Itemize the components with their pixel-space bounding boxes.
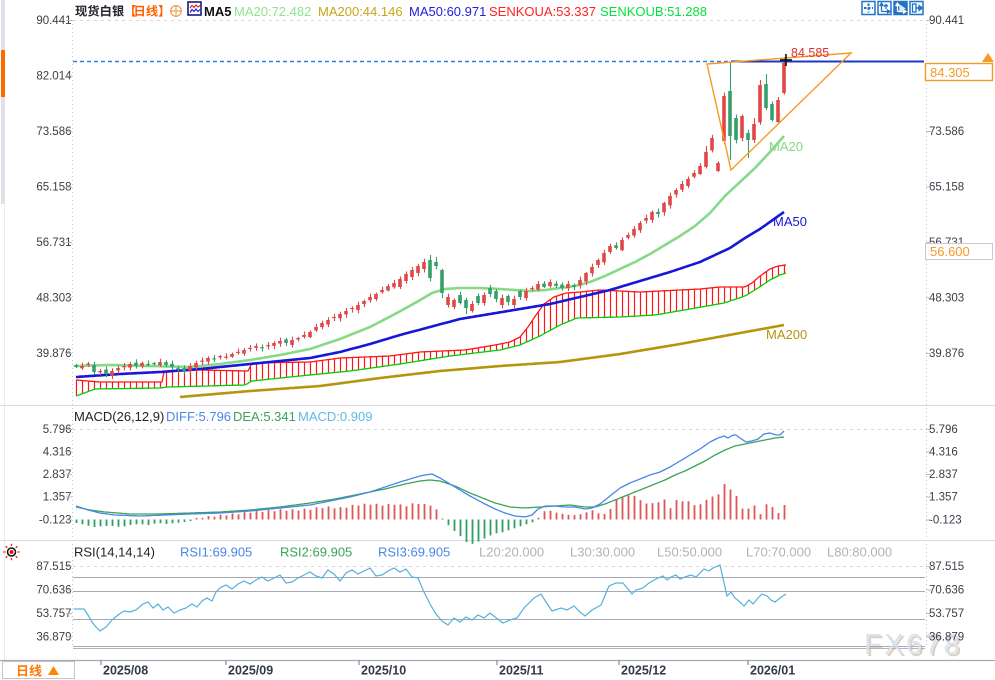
svg-text:56.600: 56.600: [930, 244, 970, 259]
svg-text:70.636: 70.636: [929, 585, 964, 597]
svg-text:84.585: 84.585: [791, 46, 829, 60]
svg-text:L70:70.000: L70:70.000: [746, 545, 811, 560]
svg-text:2025/08: 2025/08: [103, 664, 148, 678]
svg-text:FX678: FX678: [864, 629, 962, 661]
svg-text:MA20: MA20: [769, 139, 803, 154]
svg-text:82.014: 82.014: [36, 71, 72, 83]
svg-text:2025/12: 2025/12: [621, 664, 666, 678]
svg-text:53.757: 53.757: [36, 608, 71, 620]
svg-text:90.441: 90.441: [929, 15, 964, 27]
svg-text:SENKOUA:53.337: SENKOUA:53.337: [489, 4, 596, 19]
svg-text:1.357: 1.357: [43, 492, 72, 504]
svg-text:MA200:44.146: MA200:44.146: [318, 4, 403, 19]
svg-text:4.316: 4.316: [929, 447, 958, 459]
svg-text:70.636: 70.636: [36, 585, 71, 597]
svg-text:1.357: 1.357: [929, 492, 958, 504]
svg-text:MA200: MA200: [766, 327, 807, 342]
svg-text:MA20:72.482: MA20:72.482: [234, 4, 311, 19]
svg-text:73.586: 73.586: [36, 126, 71, 138]
svg-text:FX678: FX678: [866, 631, 964, 663]
svg-text:MA5: MA5: [204, 4, 231, 19]
svg-text:39.876: 39.876: [36, 348, 71, 360]
svg-text:MA50:60.971: MA50:60.971: [409, 4, 486, 19]
svg-text:2025/10: 2025/10: [361, 664, 406, 678]
svg-text:2025/11: 2025/11: [499, 664, 544, 678]
svg-text:65.158: 65.158: [929, 182, 964, 194]
svg-text:4.316: 4.316: [43, 447, 72, 459]
svg-text:RSI1:69.905: RSI1:69.905: [180, 545, 252, 560]
svg-text:DEA:5.341: DEA:5.341: [233, 409, 296, 424]
svg-text:2.837: 2.837: [929, 469, 958, 481]
svg-text:2.837: 2.837: [43, 469, 72, 481]
svg-text:87.515: 87.515: [36, 561, 71, 573]
svg-text:L30:30.000: L30:30.000: [570, 545, 635, 560]
svg-text:MACD(26,12,9): MACD(26,12,9): [74, 409, 164, 424]
svg-text:RSI(14,14,14): RSI(14,14,14): [74, 545, 155, 560]
svg-text:36.879: 36.879: [36, 632, 71, 644]
svg-text:90.441: 90.441: [36, 15, 71, 27]
svg-text:56.731: 56.731: [36, 237, 71, 249]
svg-text:87.515: 87.515: [929, 561, 964, 573]
svg-text:MACD:0.909: MACD:0.909: [298, 409, 372, 424]
svg-text:73.586: 73.586: [929, 126, 964, 138]
svg-text:SENKOUB:51.288: SENKOUB:51.288: [600, 4, 707, 19]
svg-text:53.757: 53.757: [929, 608, 964, 620]
svg-text:RSI2:69.905: RSI2:69.905: [280, 545, 352, 560]
svg-text:DIFF:5.796: DIFF:5.796: [166, 409, 231, 424]
svg-text:L50:50.000: L50:50.000: [657, 545, 722, 560]
svg-text:36.879: 36.879: [929, 632, 964, 644]
svg-text:5.796: 5.796: [43, 424, 72, 436]
svg-text:84.305: 84.305: [930, 65, 970, 80]
svg-text:48.303: 48.303: [929, 293, 964, 305]
svg-text:MA50: MA50: [773, 214, 807, 229]
svg-text:39.876: 39.876: [929, 348, 964, 360]
svg-text:48.303: 48.303: [36, 293, 71, 305]
svg-text:-0.123: -0.123: [929, 515, 962, 527]
svg-text:5.796: 5.796: [929, 424, 958, 436]
svg-text:L20:20.000: L20:20.000: [479, 545, 544, 560]
svg-text:RSI3:69.905: RSI3:69.905: [378, 545, 450, 560]
svg-text:2026/01: 2026/01: [750, 664, 795, 678]
svg-text:-0.123: -0.123: [39, 515, 72, 527]
svg-text:L80:80.000: L80:80.000: [827, 545, 892, 560]
svg-text:2025/09: 2025/09: [228, 664, 273, 678]
svg-text:65.158: 65.158: [36, 182, 71, 194]
